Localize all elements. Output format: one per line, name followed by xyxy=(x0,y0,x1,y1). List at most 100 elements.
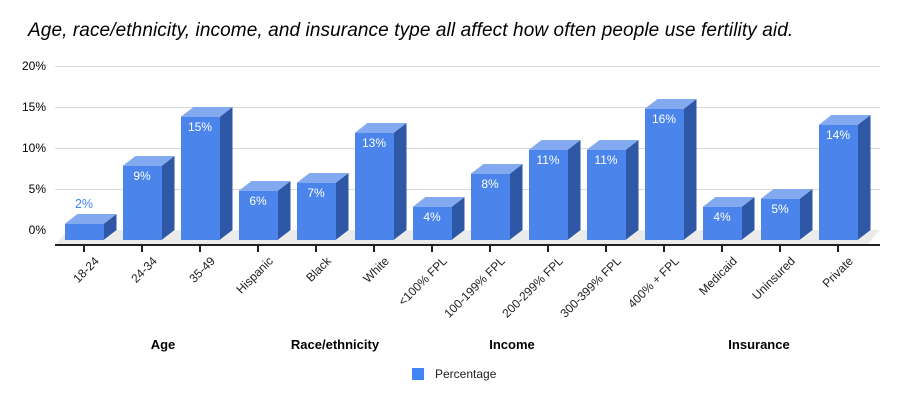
x-axis-category-label: 400% + FPL xyxy=(625,254,682,311)
bar[interactable]: 15% xyxy=(180,107,233,240)
bar-top-face xyxy=(413,197,465,207)
bar[interactable]: 11% xyxy=(586,140,639,240)
bar-value-label: 16% xyxy=(651,112,677,126)
bar-value-label: 9% xyxy=(133,169,151,183)
bar-value-label: 4% xyxy=(423,210,441,224)
x-axis-category-label: Medicaid xyxy=(696,254,740,298)
bar-side-face xyxy=(684,99,697,240)
legend-swatch-icon xyxy=(412,368,424,380)
x-axis-category-label: Uninsured xyxy=(749,254,798,303)
x-axis-tick xyxy=(83,246,85,252)
bar-top-face xyxy=(239,181,291,191)
x-axis-category-label: 300-399% FPL xyxy=(557,254,624,321)
bar-front-face xyxy=(354,133,394,240)
bar[interactable]: 11% xyxy=(528,140,581,240)
x-axis-category-label: White xyxy=(360,254,392,286)
bar[interactable]: 6% xyxy=(238,181,291,240)
x-axis-category-label: 35-49 xyxy=(186,254,218,286)
bar[interactable]: 9% xyxy=(122,156,175,240)
bar-value-label: 2% xyxy=(74,197,94,211)
bar[interactable]: 7% xyxy=(296,173,349,240)
x-axis-tick xyxy=(141,246,143,252)
x-axis-tick xyxy=(373,246,375,252)
bar-front-face xyxy=(412,207,452,240)
bar-top-face xyxy=(297,173,349,183)
bar-top-face xyxy=(65,214,117,224)
bar[interactable]: 14% xyxy=(818,115,871,240)
bar[interactable] xyxy=(64,214,117,240)
bar-side-face xyxy=(452,197,465,240)
bar-top-face xyxy=(645,99,697,109)
x-axis-category-label: 24-34 xyxy=(128,254,160,286)
bar-front-face xyxy=(64,224,104,240)
bar-side-face xyxy=(336,173,349,240)
bar-front-face xyxy=(180,117,220,240)
bar-side-face xyxy=(220,107,233,240)
bar-front-face xyxy=(296,183,336,240)
bar-front-face xyxy=(818,125,858,240)
bar-top-face xyxy=(819,115,871,125)
gridline xyxy=(55,66,880,67)
bar[interactable]: 16% xyxy=(644,99,697,240)
bar-top-face xyxy=(181,107,233,117)
bar-value-label: 6% xyxy=(249,194,267,208)
bar-side-face xyxy=(510,164,523,240)
y-axis-tick-label: 20% xyxy=(21,59,46,73)
axis-group-label: Insurance xyxy=(728,337,790,352)
bar-side-face xyxy=(394,123,407,240)
y-axis-tick-label: 15% xyxy=(21,100,46,114)
bar-front-face xyxy=(470,174,510,240)
gridline xyxy=(55,189,880,190)
bar-front-face xyxy=(644,109,684,240)
x-axis-tick xyxy=(431,246,433,252)
bar-top-face xyxy=(761,189,813,199)
bar[interactable]: 4% xyxy=(412,197,465,240)
bar-value-label: 4% xyxy=(713,210,731,224)
x-axis-tick xyxy=(489,246,491,252)
bar-front-face xyxy=(528,150,568,240)
bar-top-face xyxy=(529,140,581,150)
plot-floor xyxy=(55,230,880,245)
x-axis-tick xyxy=(547,246,549,252)
bar-value-label: 14% xyxy=(825,128,851,142)
bar-side-face xyxy=(800,189,813,240)
x-axis-tick xyxy=(663,246,665,252)
bar-front-face xyxy=(238,191,278,240)
chart-title: Age, race/ethnicity, income, and insuran… xyxy=(28,20,794,41)
bar-side-face xyxy=(742,197,755,240)
gridline xyxy=(55,148,880,149)
x-axis-tick xyxy=(721,246,723,252)
bar[interactable]: 8% xyxy=(470,164,523,240)
y-axis-tick-label: 5% xyxy=(28,182,46,196)
bar-top-face xyxy=(587,140,639,150)
y-axis-tick-label: 10% xyxy=(21,141,46,155)
bar-top-face xyxy=(123,156,175,166)
x-axis-tick xyxy=(837,246,839,252)
x-axis-category-label: 100-199% FPL xyxy=(441,254,508,321)
bar-side-face xyxy=(626,140,639,240)
y-axis-tick-label: 0% xyxy=(28,223,46,237)
bar-front-face xyxy=(702,207,742,240)
bar-top-face xyxy=(355,123,407,133)
legend-item-percentage[interactable]: Percentage xyxy=(412,367,496,381)
bar-side-face xyxy=(568,140,581,240)
bar-value-label: 11% xyxy=(536,153,560,167)
x-axis-category-label: Private xyxy=(819,254,856,291)
bar[interactable]: 13% xyxy=(354,123,407,240)
bar-top-face xyxy=(471,164,523,174)
x-axis-category-label: Hispanic xyxy=(233,254,276,297)
axis-group-label: Age xyxy=(150,337,176,352)
bar[interactable]: 5% xyxy=(760,189,813,240)
x-axis-tick xyxy=(315,246,317,252)
bar-value-label: 11% xyxy=(594,153,618,167)
bar-value-label: 15% xyxy=(187,120,213,134)
gridline xyxy=(55,107,880,108)
bar-front-face xyxy=(122,166,162,240)
bar-side-face xyxy=(858,115,871,240)
bar-value-label: 5% xyxy=(771,202,789,216)
axis-group-label: Race/ethnicity xyxy=(290,337,380,352)
bar-top-face xyxy=(703,197,755,207)
x-axis-category-label: Black xyxy=(303,254,334,285)
bar[interactable]: 4% xyxy=(702,197,755,240)
